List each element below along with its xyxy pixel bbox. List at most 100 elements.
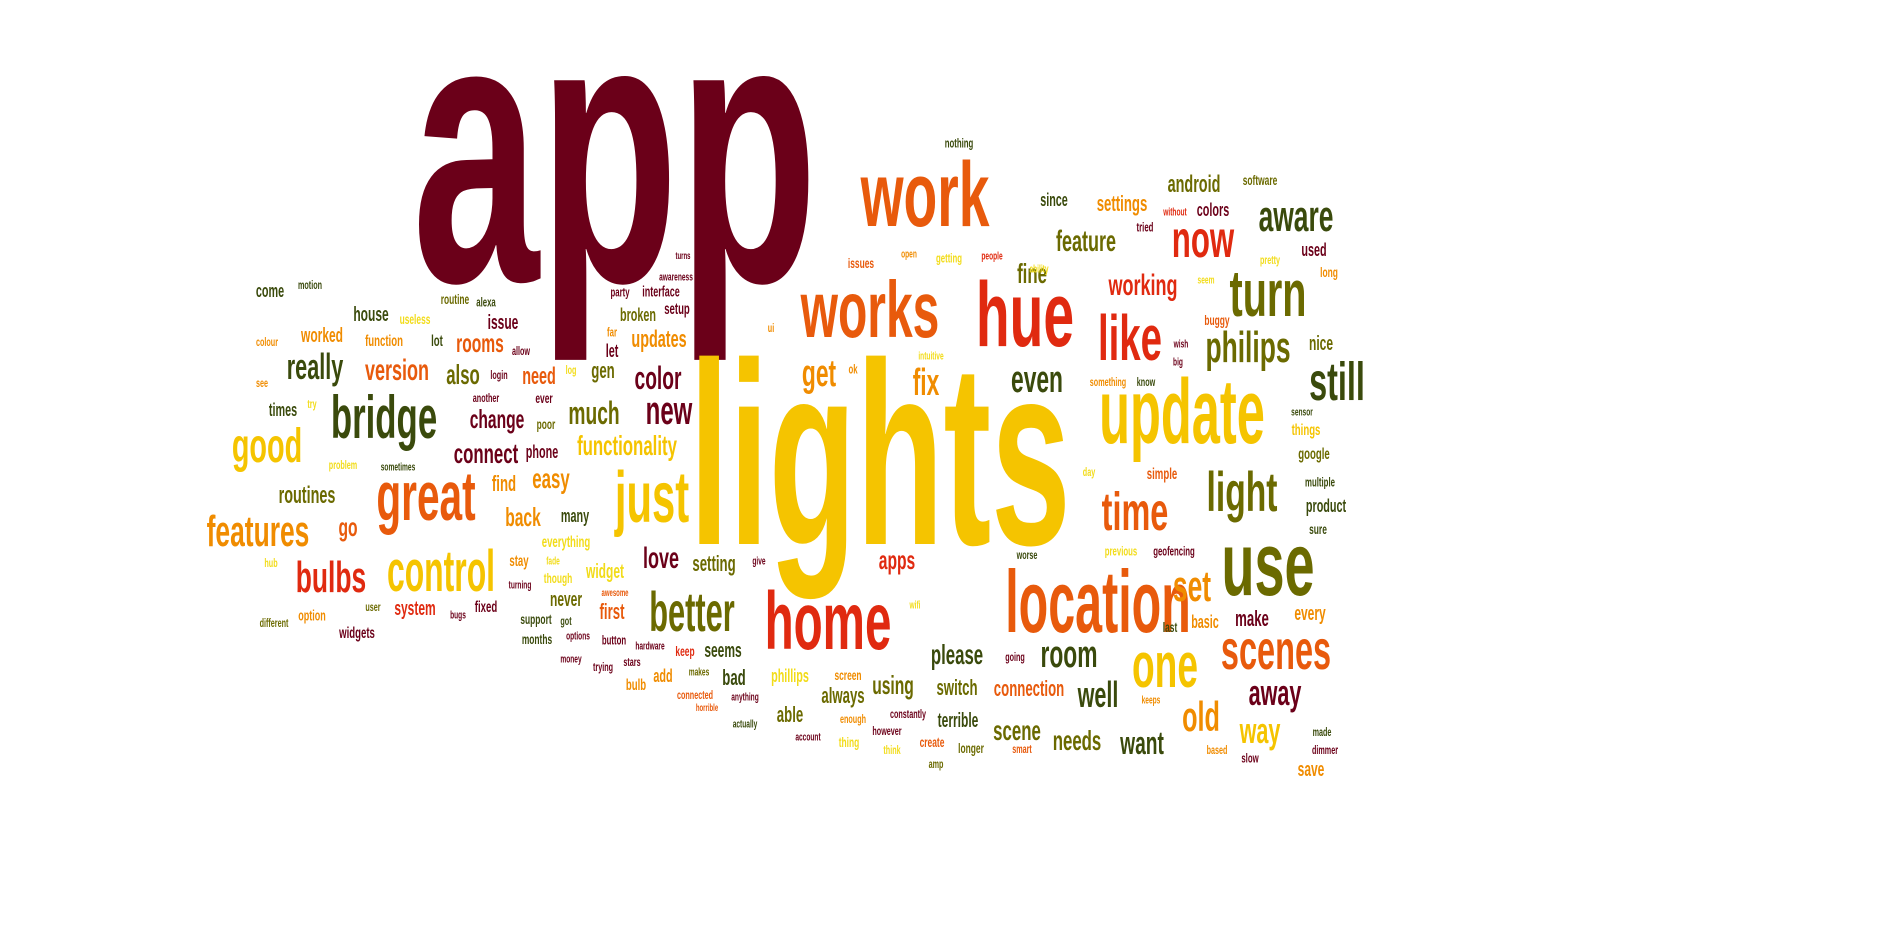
word-android: android bbox=[1167, 171, 1221, 198]
word-colors: colors bbox=[1196, 200, 1230, 220]
word-though: though bbox=[543, 570, 573, 586]
word-stay: stay bbox=[509, 553, 529, 570]
word-set: set bbox=[1172, 562, 1212, 611]
word-settings: settings bbox=[1096, 191, 1148, 216]
word-however: however bbox=[872, 724, 902, 738]
word-sensor: sensor bbox=[1291, 406, 1313, 419]
word-horrible: horrible bbox=[695, 703, 719, 714]
word-times: times bbox=[268, 400, 298, 420]
word-functionality: functionality bbox=[577, 430, 677, 461]
word-update: update bbox=[1099, 361, 1265, 463]
word-months: months bbox=[521, 631, 553, 647]
word-product: product bbox=[1305, 496, 1347, 516]
word-really: really bbox=[286, 346, 344, 387]
word-fade: fade bbox=[546, 555, 560, 568]
word-new: new bbox=[645, 389, 693, 433]
word-color: color bbox=[634, 360, 682, 396]
word-useless: useless bbox=[399, 311, 431, 327]
word-better: better bbox=[649, 580, 735, 643]
word-hardware: hardware bbox=[635, 640, 665, 653]
word-longer: longer bbox=[958, 740, 984, 756]
word-colour: colour bbox=[255, 335, 279, 349]
word-much: much bbox=[568, 395, 620, 431]
word-basic: basic bbox=[1191, 612, 1219, 632]
word-buggy: buggy bbox=[1204, 312, 1230, 328]
word-house: house bbox=[353, 304, 389, 326]
word-support: support bbox=[520, 611, 552, 627]
word-want: want bbox=[1120, 725, 1164, 761]
word-account: account bbox=[795, 731, 821, 744]
word-feature: feature bbox=[1055, 225, 1117, 258]
word-lights: lights bbox=[689, 310, 1071, 600]
word-connection: connection bbox=[993, 676, 1065, 701]
word-good: good bbox=[231, 420, 303, 473]
word-add: add bbox=[653, 666, 673, 686]
word-apps: apps bbox=[878, 545, 916, 575]
word-app: app bbox=[412, 0, 818, 362]
word-well: well bbox=[1077, 674, 1119, 715]
word-nice: nice bbox=[1308, 333, 1334, 355]
word-features: features bbox=[206, 507, 310, 556]
word-slow: slow bbox=[1241, 750, 1259, 766]
word-scenes: scenes bbox=[1220, 618, 1332, 681]
word-widget: widget bbox=[585, 561, 625, 583]
word-fix: fix bbox=[912, 362, 940, 404]
word-long: long bbox=[1320, 264, 1338, 280]
word-first: first bbox=[599, 599, 625, 624]
word-connected: connected bbox=[676, 688, 714, 702]
word-actually: actually bbox=[732, 718, 758, 731]
word-still: still bbox=[1309, 352, 1365, 412]
word-tried: tried bbox=[1136, 219, 1154, 235]
word-hue: hue bbox=[975, 264, 1075, 366]
word-software: software bbox=[1242, 172, 1278, 188]
word-aware: aware bbox=[1258, 192, 1334, 241]
word-everything: everything bbox=[541, 534, 591, 551]
word-phillips: phillips bbox=[771, 666, 809, 686]
word-way: way bbox=[1239, 710, 1281, 751]
word-worse: worse bbox=[1016, 548, 1038, 562]
word-motion: motion bbox=[298, 278, 322, 292]
word-broken: broken bbox=[619, 305, 657, 325]
word-sure: sure bbox=[1309, 521, 1327, 537]
word-scene: scene bbox=[993, 715, 1041, 746]
word-interface: interface bbox=[642, 283, 680, 301]
word-awesome: awesome bbox=[601, 588, 629, 599]
word-ui: ui bbox=[767, 321, 775, 335]
word-terrible: terrible bbox=[937, 710, 979, 732]
word-fixed: fixed bbox=[474, 599, 498, 616]
word-work: work bbox=[860, 144, 990, 246]
word-home: home bbox=[764, 576, 892, 667]
word-smart: smart bbox=[1012, 742, 1032, 756]
word-far: far bbox=[607, 324, 617, 340]
word-able: able bbox=[776, 702, 804, 727]
word-previous: previous bbox=[1104, 543, 1138, 559]
word-go: go bbox=[338, 512, 358, 542]
word-keeps: keeps bbox=[1141, 694, 1161, 707]
word-please: please bbox=[930, 639, 984, 670]
word-switch: switch bbox=[936, 675, 978, 700]
word-think: think bbox=[883, 743, 901, 757]
word-user: user bbox=[365, 600, 381, 614]
word-gen: gen bbox=[591, 358, 615, 383]
word-something: something bbox=[1089, 375, 1127, 389]
word-use: use bbox=[1221, 515, 1315, 615]
word-big: big bbox=[1173, 356, 1183, 369]
word-constantly: constantly bbox=[889, 707, 927, 721]
word-room: room bbox=[1040, 634, 1098, 676]
word-make: make bbox=[1235, 606, 1269, 631]
word-bugs: bugs bbox=[450, 609, 466, 622]
word-going: going bbox=[1005, 650, 1025, 664]
word-save: save bbox=[1297, 759, 1325, 781]
word-login: login bbox=[490, 368, 508, 382]
word-awareness: awareness bbox=[659, 271, 693, 284]
word-without: without bbox=[1163, 206, 1187, 219]
word-turning: turning bbox=[508, 579, 532, 592]
word-seem: seem bbox=[1197, 274, 1215, 287]
word-get: get bbox=[801, 353, 837, 395]
word-now: now bbox=[1171, 211, 1235, 269]
word-bridge: bridge bbox=[330, 384, 438, 451]
word-issue: issue bbox=[487, 312, 519, 334]
word-easy: easy bbox=[532, 463, 570, 494]
word-try: try bbox=[307, 397, 317, 411]
